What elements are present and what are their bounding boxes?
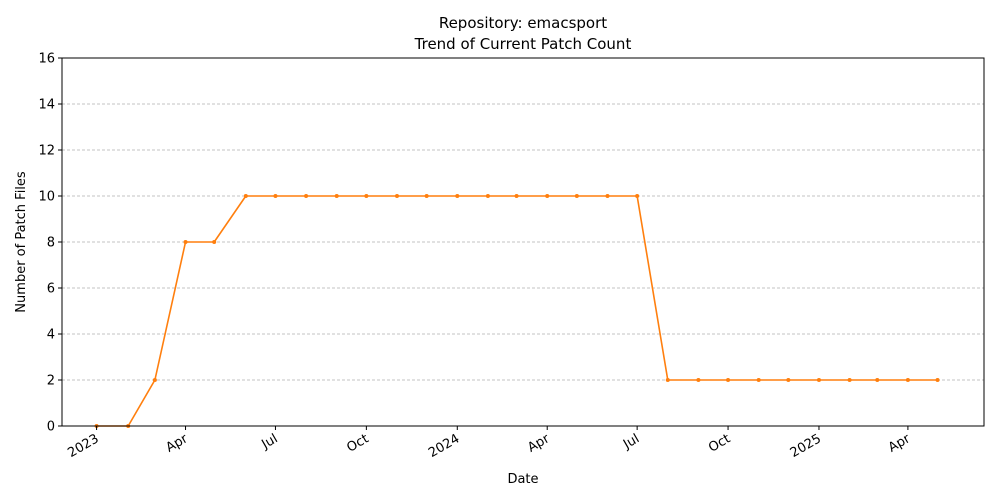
data-point [545, 194, 550, 198]
data-point [816, 378, 821, 382]
data-point [334, 194, 339, 198]
data-point [364, 194, 369, 198]
y-tick-label: 16 [38, 52, 55, 67]
data-point [152, 378, 157, 382]
y-tick-label: 8 [47, 236, 55, 251]
data-point [395, 194, 400, 198]
y-axis-title: Number of Patch Files [14, 171, 29, 313]
data-point [273, 194, 278, 198]
data-point [786, 378, 791, 382]
chart-title-line2: Trend of Current Patch Count [414, 35, 632, 53]
data-point [514, 194, 519, 198]
data-point [574, 194, 579, 198]
data-point [665, 378, 670, 382]
y-tick-label: 2 [47, 374, 55, 389]
chart-title-line1: Repository: emacsport [439, 14, 607, 32]
data-point [243, 194, 248, 198]
y-tick-label: 12 [38, 144, 55, 159]
y-tick-label: 10 [38, 190, 55, 205]
y-tick-label: 4 [47, 328, 55, 343]
data-point [726, 378, 731, 382]
data-point [635, 194, 640, 198]
x-axis-title: Date [507, 472, 538, 487]
data-point [455, 194, 460, 198]
data-point [756, 378, 761, 382]
data-point [304, 194, 309, 198]
data-point [424, 194, 429, 198]
data-point [847, 378, 852, 382]
y-tick-label: 14 [38, 98, 55, 113]
x-tick-label: Jul [259, 431, 281, 452]
data-point [212, 240, 217, 244]
y-tick-label: 6 [47, 282, 55, 297]
data-point [183, 240, 188, 244]
data-point [875, 378, 880, 382]
y-axis: 0 2 4 6 8 10 12 14 16 [38, 52, 62, 435]
y-tick-label: 0 [47, 420, 55, 435]
data-point [605, 194, 610, 198]
data-point [905, 378, 910, 382]
x-tick-label: Jul [620, 431, 642, 452]
data-point [696, 378, 701, 382]
data-point [485, 194, 490, 198]
data-point [935, 378, 940, 382]
